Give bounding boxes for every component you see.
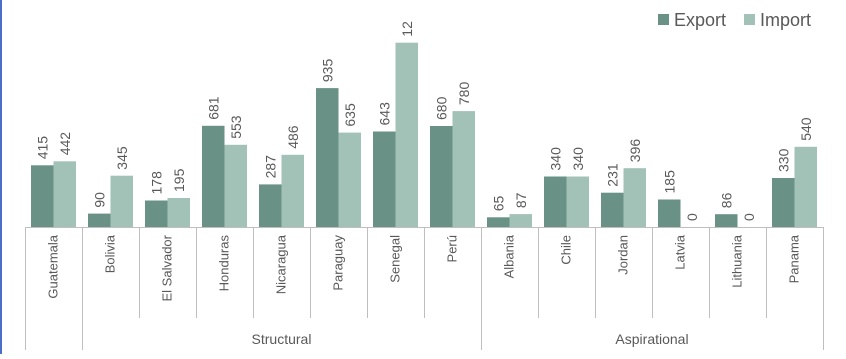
bar-import-jordan [623,168,646,227]
tick-label-panama: Panama [787,234,802,283]
data-label-import-nicaragua: 486 [285,125,301,149]
data-label-export-jordan: 231 [604,163,620,187]
data-label-export-guatemala: 415 [34,136,50,160]
tick-label-peru: Perú [445,235,460,262]
bar-export-el-salvador [145,200,168,227]
data-label-export-senegal: 643 [376,102,392,126]
tick-label-honduras: Honduras [217,235,232,292]
data-labels-layer: 415 90 178 681 287 935 643 680 65 340 231 185 86 330 4… [34,21,814,221]
bar-import-albania [509,214,532,227]
bar-export-jordan [601,192,624,227]
legend: Export Import [658,10,811,30]
bar-export-latvia [658,199,681,227]
data-label-import-latvia: 0 [684,213,700,221]
bar-import-panama [794,146,817,227]
bar-export-albania [487,217,510,227]
data-label-export-honduras: 681 [205,96,221,120]
data-label-import-bolivia: 345 [114,146,130,170]
bar-export-nicaragua [259,184,282,227]
data-label-import-peru: 780 [456,82,472,106]
legend-swatch-import [744,14,755,25]
bar-export-honduras [202,125,225,227]
data-label-import-honduras: 553 [228,115,244,139]
data-label-export-albania: 65 [490,196,506,212]
tick-label-chile: Chile [559,235,574,265]
data-label-export-lithuania: 86 [718,192,734,208]
tick-label-latvia: Latvia [673,234,688,269]
data-label-import-albania: 87 [513,192,529,208]
bar-import-peru [452,111,475,227]
bar-import-bolivia [110,175,133,227]
tick-label-bolivia: Bolivia [103,234,118,273]
data-label-export-panama: 330 [775,148,791,172]
group-label-structural: Structural [252,331,312,347]
bars-layer [31,42,817,228]
bar-export-chile [544,176,567,227]
data-label-import-jordan: 396 [627,139,643,163]
tick-label-senegal: Senegal [388,235,403,283]
data-label-import-chile: 340 [570,147,586,171]
bar-export-guatemala [31,165,54,227]
legend-label-import: Import [760,10,811,30]
tick-label-albania: Albania [502,234,517,278]
data-label-export-el-salvador: 178 [148,171,164,195]
bar-import-senegal [395,42,418,228]
data-label-import-guatemala: 442 [57,132,73,156]
data-label-import-senegal: 12 [399,21,415,37]
bar-import-honduras [224,144,247,227]
bar-export-paraguay [316,88,339,227]
bar-import-el-salvador [167,198,190,227]
tick-label-lithuania: Lithuania [730,234,745,288]
legend-label-export: Export [674,10,726,30]
category-axis: Guatemala Bolivia El Salvador Honduras Nicar… [25,227,824,350]
bar-export-peru [430,126,453,227]
bar-import-guatemala [53,161,76,227]
data-label-import-lithuania: 0 [741,213,757,221]
tick-label-el-salvador: El Salvador [160,234,175,301]
data-label-import-el-salvador: 195 [171,168,187,192]
bar-export-bolivia [88,213,111,227]
tick-label-paraguay: Paraguay [331,235,346,291]
tick-label-guatemala: Guatemala [46,234,61,298]
data-label-import-paraguay: 635 [342,103,358,127]
legend-swatch-export [658,14,669,25]
bar-import-nicaragua [281,154,304,227]
data-label-export-chile: 340 [547,147,563,171]
bar-import-paraguay [338,132,361,227]
tick-label-nicaragua: Nicaragua [274,234,289,294]
group-label-aspirational: Aspirational [615,331,688,347]
bar-export-panama [772,178,795,227]
window-edge [0,0,2,354]
bar-export-senegal [373,131,396,227]
data-label-export-peru: 680 [433,96,449,120]
data-label-export-paraguay: 935 [319,59,335,83]
data-label-export-bolivia: 90 [91,192,107,208]
bar-export-lithuania [715,214,738,227]
tick-label-jordan: Jordan [616,235,631,275]
data-label-export-latvia: 185 [661,170,677,194]
bar-import-chile [566,176,589,227]
data-label-export-nicaragua: 287 [262,155,278,179]
data-label-import-panama: 540 [798,117,814,141]
